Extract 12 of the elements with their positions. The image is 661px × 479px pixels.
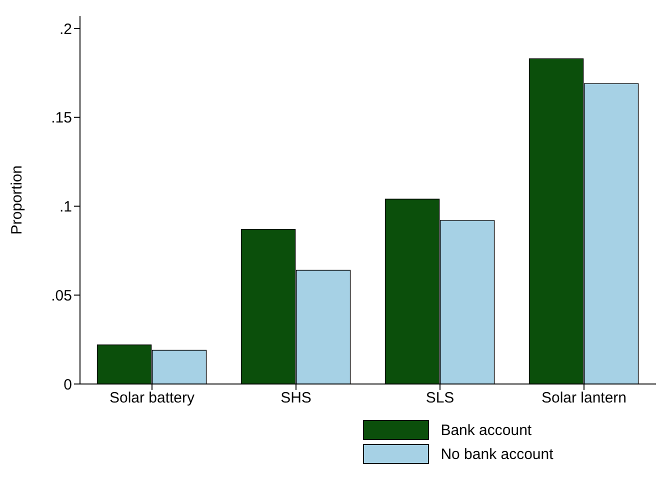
y-tick-label: .1 <box>59 198 72 216</box>
y-axis-title: Proportion <box>8 165 26 235</box>
x-tick-label: SHS <box>280 390 312 407</box>
x-tick-label: Solar lantern <box>541 390 627 407</box>
x-tick-label: Solar battery <box>109 390 196 407</box>
legend-label: Bank account <box>440 422 532 438</box>
y-tick-label: .15 <box>51 110 72 127</box>
y-tick-label: .2 <box>59 20 72 38</box>
y-tick-label: 0 <box>64 376 72 394</box>
legend-label: No bank account <box>440 446 554 462</box>
x-tick-label: SLS <box>426 390 454 407</box>
y-tick-label: .05 <box>51 287 72 304</box>
